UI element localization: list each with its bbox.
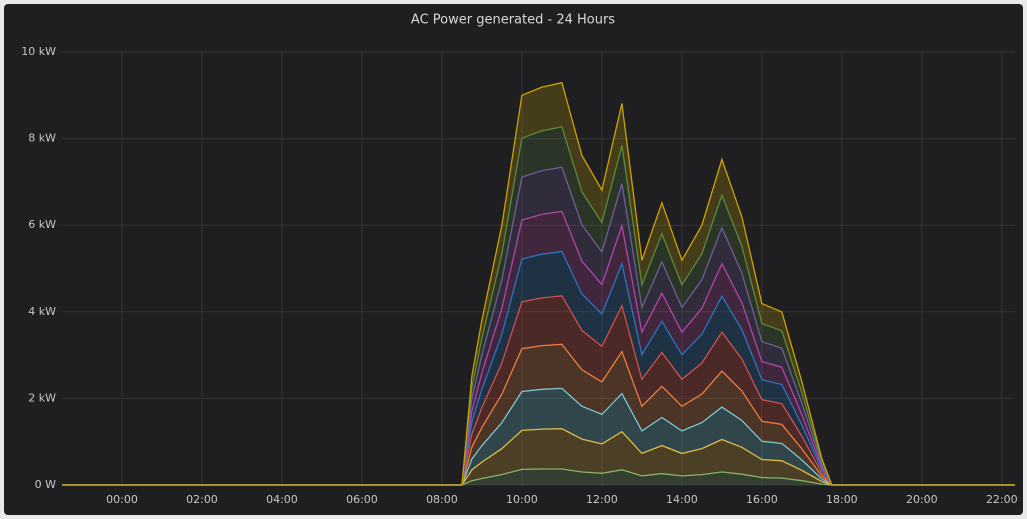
area-line [62, 210, 1015, 486]
area-line [62, 343, 1015, 486]
y-tick-label: 6 kW [28, 218, 56, 231]
area-line [62, 295, 1015, 486]
x-tick-label: 18:00 [826, 493, 858, 506]
area-fill [62, 428, 1015, 485]
area-fill [62, 295, 1015, 485]
area-line [62, 387, 1015, 486]
x-tick-label: 08:00 [426, 493, 458, 506]
y-tick-label: 4 kW [28, 305, 56, 318]
area-fill [62, 251, 1015, 485]
area-fill [62, 469, 1015, 485]
x-tick-label: 16:00 [746, 493, 778, 506]
x-tick-label: 10:00 [506, 493, 538, 506]
area-line [62, 166, 1015, 486]
x-tick-label: 06:00 [346, 493, 378, 506]
area-line [62, 126, 1015, 486]
chart-title: AC Power generated - 24 Hours [411, 13, 615, 28]
x-tick-label: 12:00 [586, 493, 618, 506]
area-fill [62, 388, 1015, 485]
x-tick-label: 00:00 [106, 493, 138, 506]
area-line [62, 81, 1015, 486]
x-tick-label: 22:00 [986, 493, 1018, 506]
x-tick-label: 14:00 [666, 493, 698, 506]
y-tick-label: 10 kW [21, 45, 56, 58]
area-fill [62, 344, 1015, 485]
y-tick-label: 0 W [35, 478, 56, 491]
area-line [62, 250, 1015, 486]
area-line [62, 468, 1015, 486]
x-tick-label: 20:00 [906, 493, 938, 506]
y-tick-label: 8 kW [28, 132, 56, 145]
y-tick-label: 2 kW [28, 391, 56, 404]
x-tick-label: 04:00 [266, 493, 298, 506]
x-tick-label: 02:00 [186, 493, 218, 506]
area-line [62, 428, 1015, 486]
